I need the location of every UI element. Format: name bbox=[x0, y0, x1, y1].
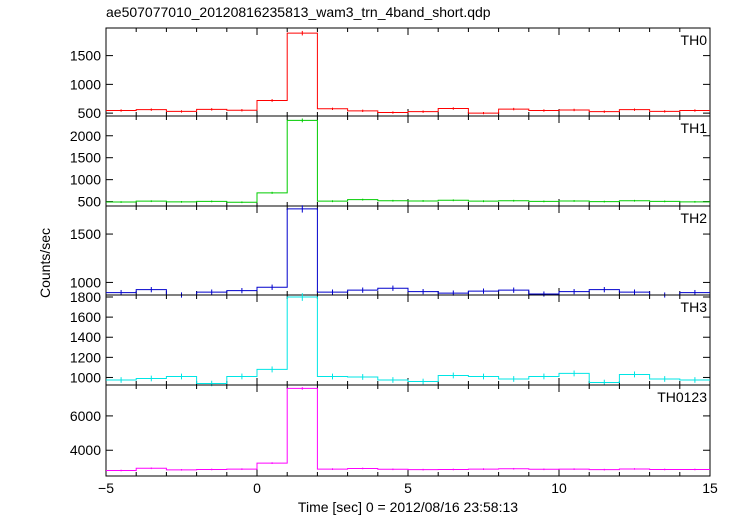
y-tick-label: 500 bbox=[78, 194, 102, 210]
panel-label: TH1 bbox=[681, 120, 708, 136]
panel-frame bbox=[105, 27, 711, 117]
y-tick-label: 1000 bbox=[70, 172, 101, 188]
panel-label: TH3 bbox=[681, 299, 708, 315]
y-tick-label: 1200 bbox=[70, 349, 101, 365]
y-tick-label: 6000 bbox=[70, 408, 101, 424]
panel-frame bbox=[105, 205, 711, 296]
x-axis-label: Time [sec] 0 = 2012/08/16 23:58:13 bbox=[298, 499, 518, 515]
y-tick-label: 1800 bbox=[70, 289, 101, 305]
y-tick-label: 1600 bbox=[70, 309, 101, 325]
x-tick-label: −5 bbox=[98, 480, 114, 496]
series-line-th2 bbox=[106, 208, 710, 296]
panel-label: TH0123 bbox=[657, 389, 707, 405]
series-line-th3 bbox=[106, 296, 710, 384]
y-tick-label: 1000 bbox=[70, 369, 101, 385]
panel-th2: 1000 1500 TH2 bbox=[70, 205, 711, 298]
panel-th0: 500 1000 1500 TH0 bbox=[70, 27, 711, 121]
panel-frame bbox=[105, 294, 711, 386]
x-tick-label: 15 bbox=[702, 480, 718, 496]
chart-title: ae507077010_20120816235813_wam3_trn_4ban… bbox=[106, 4, 491, 20]
series-line-th1 bbox=[106, 119, 710, 203]
x-tick-label: 10 bbox=[551, 480, 567, 496]
y-tick-label: 1000 bbox=[70, 76, 101, 92]
panels-group: 500 1000 1500 TH0 500 1000 1500 2000 TH1 1000 1500… bbox=[70, 27, 718, 496]
y-tick-label: 1500 bbox=[70, 150, 101, 166]
panel-frame bbox=[105, 115, 711, 207]
y-axis-label: Counts/sec bbox=[37, 228, 53, 298]
panel-label: TH2 bbox=[681, 210, 708, 226]
panel-th0123: 4000 6000 TH0123 bbox=[70, 384, 711, 477]
x-tick-label: 5 bbox=[404, 480, 412, 496]
y-tick-label: 1000 bbox=[70, 274, 101, 290]
panel-label: TH0 bbox=[681, 32, 708, 48]
series-line-th0123 bbox=[106, 387, 710, 472]
y-tick-label: 1500 bbox=[70, 226, 101, 242]
x-tick-label: 0 bbox=[253, 480, 261, 496]
y-tick-label: 500 bbox=[78, 105, 102, 121]
panel-th1: 500 1000 1500 2000 TH1 bbox=[70, 115, 711, 210]
y-tick-label: 4000 bbox=[70, 442, 101, 458]
y-tick-label: 2000 bbox=[70, 128, 101, 144]
y-tick-label: 1500 bbox=[70, 48, 101, 64]
panel-th3: 1000 1200 1400 1600 1800 TH3 bbox=[70, 289, 711, 387]
panel-frame bbox=[105, 384, 711, 477]
series-line-th0 bbox=[106, 32, 710, 114]
y-tick-label: 1400 bbox=[70, 329, 101, 345]
